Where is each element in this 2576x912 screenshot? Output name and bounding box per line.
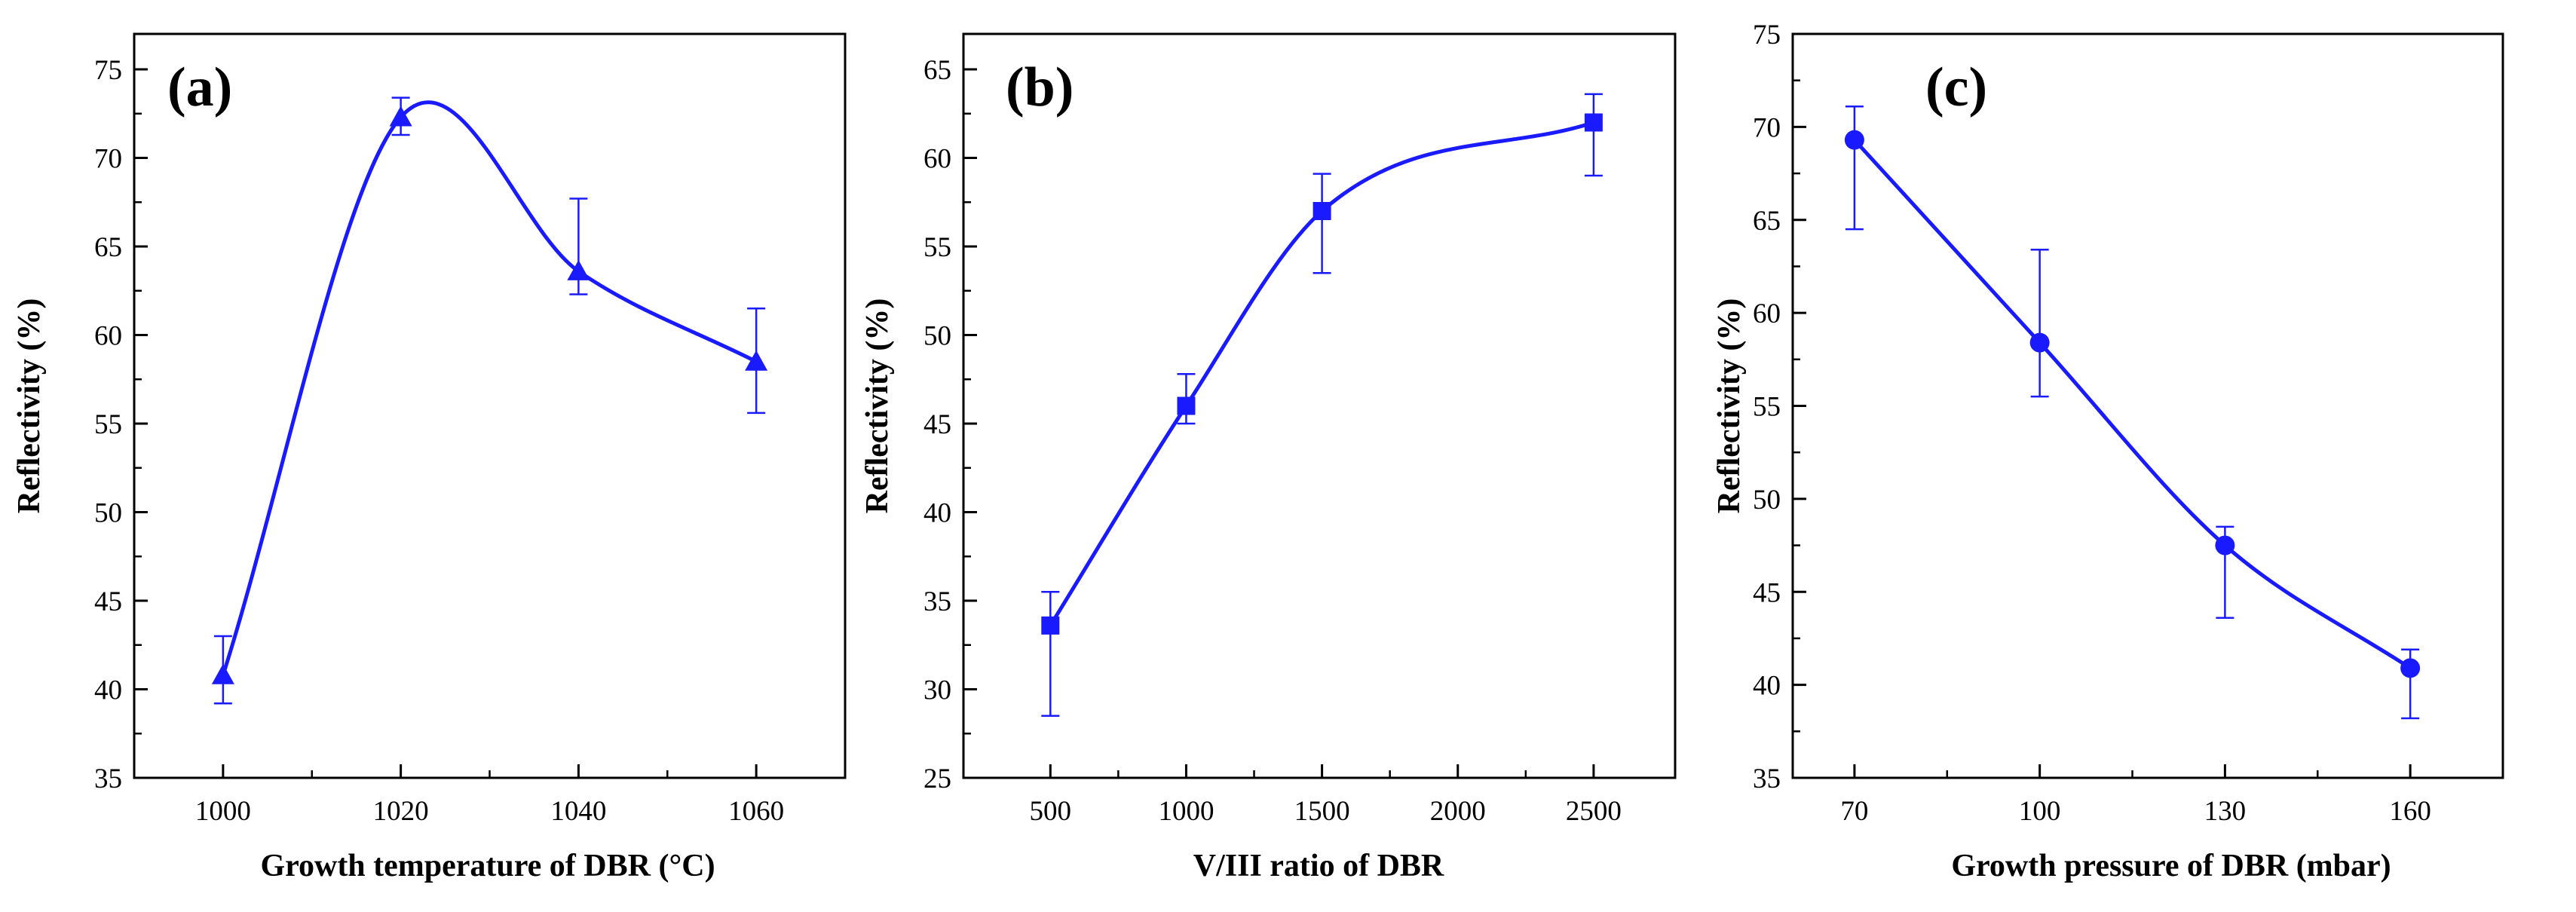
y-tick-label: 55	[924, 232, 951, 263]
chart-panel-1: 1000 1020 1040 1060 35 40 45 50 55 60 65 70 75 Growth…	[12, 32, 847, 883]
x-tick-label: 1000	[195, 796, 251, 827]
x-axis-title: Growth pressure of DBR (mbar)	[1951, 849, 2391, 883]
data-point	[211, 663, 234, 684]
x-tick-label: 1060	[728, 796, 784, 827]
x-tick-label: 1000	[1158, 796, 1214, 827]
y-tick-label: 65	[94, 232, 122, 263]
x-tick-label: 1040	[550, 796, 606, 827]
plot-frame	[1791, 32, 2504, 779]
chart-panel-3: 70 100 130 160 35 40 45 50 55 60 65 70 75 Growth pres…	[1712, 20, 2504, 883]
y-tick-label: 35	[94, 764, 122, 794]
plot-frame	[962, 32, 1677, 779]
y-axis-title: Reflectivity (%)	[12, 298, 47, 514]
y-tick-label: 70	[1753, 112, 1781, 143]
panel-label: (b)	[1006, 57, 1074, 118]
y-tick-label: 70	[94, 144, 122, 175]
y-tick-label: 35	[1753, 764, 1781, 794]
data-point	[1584, 113, 1603, 132]
x-tick-label: 160	[2389, 796, 2431, 827]
data-point	[389, 106, 412, 127]
x-tick-label: 100	[2019, 796, 2061, 827]
series-line	[1853, 138, 2412, 670]
x-tick-label: 1020	[373, 796, 429, 827]
data-point	[567, 259, 590, 280]
y-tick-label: 60	[924, 144, 951, 175]
plot-frame	[133, 32, 847, 779]
x-axis-title: V/III ratio of DBR	[1193, 849, 1444, 883]
y-axis-title: Reflectivity (%)	[1712, 298, 1747, 514]
y-tick-label: 35	[924, 586, 951, 617]
y-tick-label: 75	[1753, 20, 1781, 50]
y-tick-label: 40	[924, 498, 951, 529]
x-axis-title: Growth temperature of DBR (°C)	[260, 849, 715, 883]
y-tick-label: 60	[94, 321, 122, 352]
data-point	[745, 350, 768, 371]
data-point	[1041, 616, 1060, 635]
y-tick-label: 55	[1753, 392, 1781, 423]
y-tick-label: 65	[1753, 206, 1781, 237]
y-tick-label: 50	[94, 498, 122, 529]
series-line	[1049, 121, 1594, 627]
y-tick-label: 75	[94, 55, 122, 86]
x-tick-label: 70	[1840, 796, 1868, 827]
y-axis-title: Reflectivity (%)	[860, 298, 895, 514]
y-tick-label: 40	[94, 675, 122, 706]
series-line	[221, 100, 758, 676]
y-tick-label: 45	[1753, 577, 1781, 608]
data-point	[2400, 658, 2421, 678]
y-tick-label: 40	[1753, 671, 1781, 702]
chart-panel-2: 500 1000 1500 2000 2500 25 30 35 40 45 50 55 60 65 V/I…	[860, 32, 1677, 883]
y-tick-label: 55	[94, 409, 122, 440]
y-tick-label: 45	[94, 586, 122, 617]
data-point	[2029, 332, 2050, 353]
x-tick-label: 2000	[1430, 796, 1486, 827]
panel-label: (a)	[167, 57, 232, 118]
data-point	[1844, 130, 1864, 150]
y-tick-label: 45	[924, 409, 951, 440]
x-tick-label: 130	[2204, 796, 2247, 827]
x-tick-label: 1500	[1294, 796, 1350, 827]
y-tick-label: 65	[924, 55, 951, 86]
y-tick-label: 50	[924, 321, 951, 352]
data-point	[2215, 535, 2235, 555]
panel-label: (c)	[1925, 57, 1987, 118]
x-tick-label: 2500	[1566, 796, 1622, 827]
y-tick-label: 60	[1753, 298, 1781, 329]
y-tick-label: 25	[924, 764, 951, 794]
y-tick-label: 30	[924, 675, 951, 706]
y-tick-label: 50	[1753, 485, 1781, 516]
data-point	[1313, 202, 1331, 220]
data-point	[1177, 396, 1196, 415]
x-tick-label: 500	[1030, 796, 1072, 827]
